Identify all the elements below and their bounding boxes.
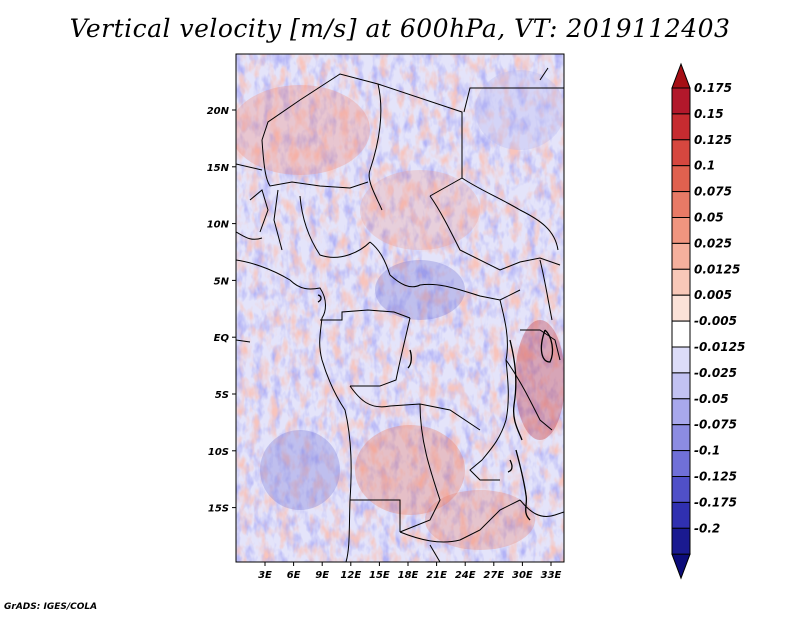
x-tick-label: 30E [512, 570, 533, 581]
colorbar-label: -0.025 [694, 366, 737, 380]
colorbar-segment [671, 501, 691, 529]
colorbar-label: 0.125 [694, 133, 732, 147]
colorbar-label: 0.05 [694, 211, 724, 225]
colorbar-segment [671, 294, 691, 322]
colorbar-segment [671, 346, 691, 374]
x-tick-label: 15E [369, 570, 390, 581]
y-tick-label: 10N [207, 220, 230, 231]
colorbar-label: 0.175 [694, 81, 732, 95]
country-borders [236, 67, 564, 562]
colorbar-label: 0.0125 [694, 262, 740, 276]
y-axis: 20N 15N 10N 5N EQ 5S 10S 15S [207, 106, 236, 515]
colorbar-label: -0.05 [694, 392, 729, 406]
colorbar-segment [671, 424, 691, 452]
y-tick-label: 10S [208, 447, 229, 458]
colorbar-label: 0.1 [694, 159, 715, 173]
y-tick-label: 15S [208, 504, 229, 515]
map-frame [235, 53, 565, 563]
colorbar-segment [671, 476, 691, 503]
colorbar-segment [671, 242, 691, 270]
colorbar-bottom-arrow [671, 553, 691, 580]
y-tick-label: 5N [214, 276, 230, 287]
lakes [317, 294, 554, 521]
colorbar-label: -0.175 [694, 495, 737, 509]
x-tick-label: 21E [426, 570, 447, 581]
colorbar-segment [671, 268, 691, 296]
colorbar-label: -0.1 [694, 444, 720, 458]
colorbar-label: 0.005 [694, 288, 732, 302]
colorbar-label: 0.075 [694, 185, 732, 199]
colorbar-segment [671, 139, 691, 167]
x-tick-label: 18E [398, 570, 419, 581]
x-tick-label: 24E [455, 570, 476, 581]
y-tick-label: EQ [214, 333, 230, 344]
x-tick-label: 33E [541, 570, 562, 581]
colorbar-label: 0.15 [694, 107, 724, 121]
colorbar-label: -0.075 [694, 418, 737, 432]
x-tick-label: 27E [483, 570, 504, 581]
y-tick-label: 20N [207, 106, 230, 117]
colorbar-segment [671, 398, 691, 426]
x-tick-label: 6E [287, 570, 301, 581]
colorbar-label: -0.005 [694, 314, 737, 328]
colorbar-segment [671, 191, 691, 219]
chart-title: Vertical velocity [m/s] at 600hPa, VT: 2… [69, 14, 731, 43]
colorbar-segment [671, 113, 691, 141]
colorbar-segment [671, 87, 691, 115]
colorbar-top-arrow [671, 62, 691, 89]
colorbar: 0.175 0.15 0.125 0.1 0.075 0.05 0.025 0.0125 0.0… [671, 62, 745, 580]
credit-label: GrADS: IGES/COLA [4, 602, 98, 612]
colorbar-label: -0.125 [694, 470, 737, 484]
colorbar-label: 0.025 [694, 236, 732, 250]
x-tick-label: 9E [315, 570, 329, 581]
colorbar-segment [671, 165, 691, 193]
x-axis: 3E 6E 9E 12E 15E 18E 21E 24E 27E 30E 33E [258, 562, 562, 581]
y-tick-label: 5S [215, 390, 229, 401]
colorbar-segment [671, 320, 691, 348]
y-tick-label: 15N [207, 163, 230, 174]
x-tick-label: 12E [340, 570, 361, 581]
colorbar-label: -0.2 [694, 521, 720, 535]
x-tick-label: 3E [258, 570, 272, 581]
colorbar-label: -0.0125 [694, 340, 745, 354]
colorbar-segment [671, 450, 691, 478]
colorbar-segment [671, 527, 691, 555]
colorbar-segment [671, 372, 691, 400]
velocity-field [236, 54, 564, 562]
colorbar-segment [671, 217, 691, 244]
